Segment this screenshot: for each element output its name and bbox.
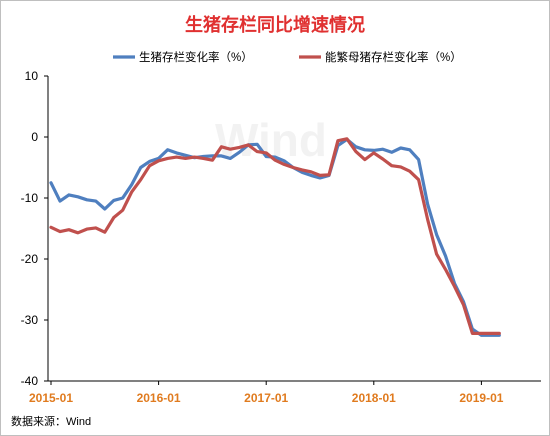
x-tick-label: 2017-01 xyxy=(244,391,288,405)
series-layer xyxy=(49,137,501,337)
axes: 10 0 -10 -20 -30 -40 2015-01 2016-01 2017-01 2018… xyxy=(21,69,541,405)
y-tick-label: -20 xyxy=(21,252,39,266)
series-line-hog-inventory xyxy=(49,137,501,337)
y-tick-label: -10 xyxy=(21,191,39,205)
y-tick-label: 10 xyxy=(25,69,39,83)
y-tick-label: -30 xyxy=(21,313,39,327)
x-tick-label: 2016-01 xyxy=(137,391,181,405)
x-tick-label: 2015-01 xyxy=(29,391,73,405)
x-tick-label: 2019-01 xyxy=(459,391,503,405)
chart-title: 生猪存栏同比增速情况 xyxy=(185,14,365,35)
y-tick-label: -40 xyxy=(21,374,39,388)
legend-label: 生猪存栏变化率（%） xyxy=(139,50,253,64)
x-tick-label: 2018-01 xyxy=(352,391,396,405)
legend-label: 能繁母猪存栏变化率（%） xyxy=(325,50,462,64)
data-source-note: 数据来源：Wind xyxy=(11,416,92,428)
series-line-sow-inventory xyxy=(49,137,501,335)
y-tick-label: 0 xyxy=(31,130,38,144)
legend: 生猪存栏变化率（%） 能繁母猪存栏变化率（%） xyxy=(113,50,462,64)
